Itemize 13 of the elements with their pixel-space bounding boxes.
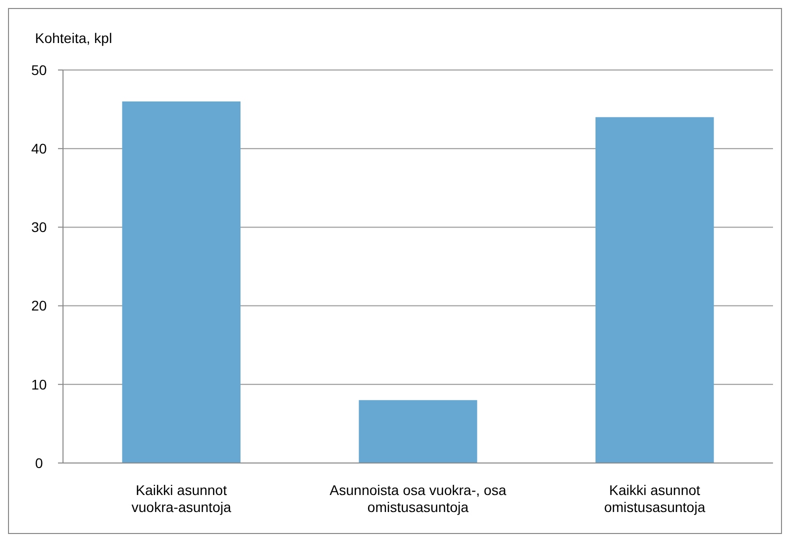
x-tick-label: Asunnoista osa vuokra-, osa omistusasuntoja <box>330 482 507 515</box>
x-tick-label: Kaikki asunnot vuokra-asuntoja <box>132 482 232 515</box>
y-axis-title: Kohteita, kpl <box>35 30 112 46</box>
bar <box>596 117 714 463</box>
x-tick-label: Kaikki asunnot omistusasuntoja <box>604 482 706 515</box>
y-tick-label: 20 <box>31 298 47 314</box>
y-tick-label: 50 <box>31 62 47 78</box>
y-tick-label: 40 <box>31 140 47 156</box>
y-tick-label: 0 <box>35 454 44 471</box>
y-tick-label: 30 <box>31 219 47 236</box>
bar <box>358 400 478 463</box>
y-tick-label: 10 <box>31 376 47 392</box>
bar <box>122 101 240 463</box>
